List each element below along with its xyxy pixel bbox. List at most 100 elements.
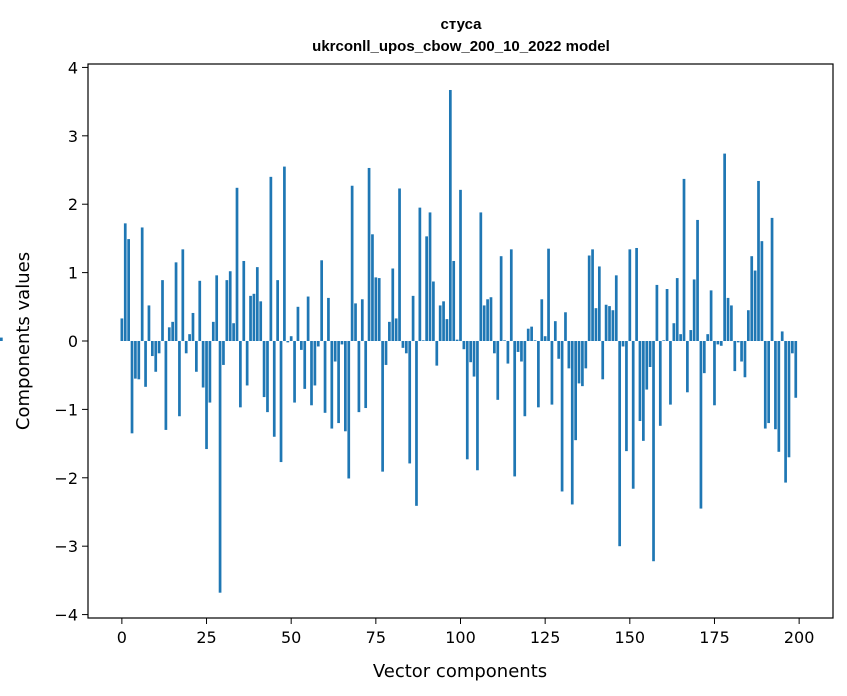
bar [696,219,699,341]
bar [276,280,279,341]
bar [550,341,554,405]
bar [225,280,229,341]
bar [486,299,489,341]
bar [394,318,398,341]
bar [543,336,547,341]
bar [188,334,191,341]
bar [262,341,266,398]
y-tick-label: 4 [68,58,78,77]
bar [658,341,662,426]
bar [794,341,798,398]
bar [553,321,557,341]
bar [374,277,378,341]
bar [354,303,357,341]
bar [689,330,693,341]
bar [438,305,442,341]
bar [716,341,720,345]
bar [286,341,290,343]
y-tick-label: −4 [54,606,78,625]
bar [340,341,344,345]
bar [218,341,222,593]
bar [496,341,500,400]
bar [777,341,781,452]
bar [746,310,750,341]
bar [726,297,730,341]
bar [428,212,432,341]
x-tick-label: 175 [699,628,730,647]
bar [621,341,625,347]
bar [740,341,743,362]
bar [597,266,601,341]
bar [774,341,777,430]
bar [513,341,517,477]
bar [564,312,567,341]
bar [181,249,185,341]
bar [333,341,337,362]
bar [645,341,649,390]
bar [120,318,124,341]
bar [211,321,215,341]
bar [699,341,703,509]
bar [482,305,486,341]
bar [411,295,415,341]
bar [364,341,368,409]
bar [283,166,286,341]
y-tick-label: −1 [54,400,78,419]
bar [523,341,527,417]
x-tick-label: 0 [117,628,127,647]
y-tick-label: −3 [54,537,78,556]
bar [445,319,449,341]
bar [499,256,503,341]
bar [743,341,747,378]
bar [526,328,530,341]
bar [655,284,659,341]
bar [242,260,246,341]
bar [584,341,588,369]
bar [198,280,202,341]
x-axis-label: Vector components [373,661,547,682]
bar [239,341,242,408]
bar [557,341,561,359]
bar [493,341,496,354]
bar [465,341,469,460]
bar [320,260,324,341]
bar [665,289,669,341]
bar [249,295,252,341]
bar [547,248,550,341]
bar [472,341,476,377]
bar [245,341,249,386]
bar [134,341,137,379]
bar [367,167,371,341]
bar [279,341,283,463]
bar [709,290,713,341]
y-tick-label: 1 [68,264,78,283]
bar [401,341,405,348]
x-tick-label: 100 [445,628,476,647]
plot-frame [87,63,834,619]
bar [537,341,540,408]
bar [164,341,168,430]
x-tick-label: 75 [366,628,386,647]
bar [760,241,764,341]
y-tick-label: −2 [54,469,78,488]
bar [391,268,395,341]
bar [127,239,130,341]
bar [157,341,161,354]
bar [614,275,618,341]
bar [733,341,737,372]
bar [560,341,564,492]
bar [669,341,672,405]
bar-series [0,89,798,593]
bar [533,340,537,341]
bar [638,341,642,422]
bar [448,89,452,342]
bar [201,341,205,388]
bar [479,212,483,341]
bar [662,340,666,341]
bar [476,341,479,471]
bar [503,340,506,341]
y-tick-label: 0 [68,332,78,351]
bar [608,306,611,341]
